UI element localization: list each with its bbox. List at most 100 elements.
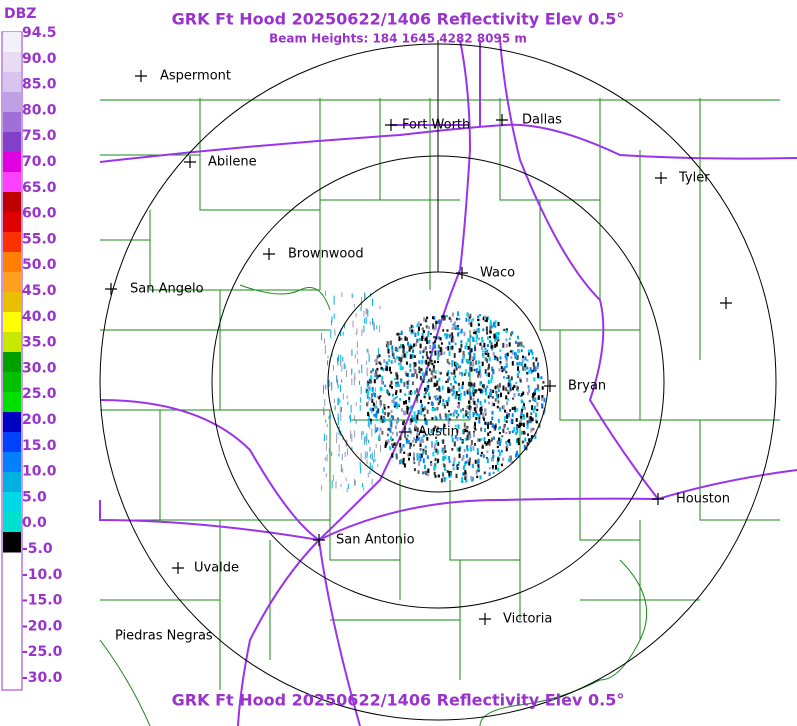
echo <box>409 343 412 348</box>
echo <box>424 420 427 425</box>
echo <box>466 312 469 317</box>
echo <box>427 392 430 397</box>
echo <box>434 443 437 448</box>
echo <box>509 460 512 463</box>
echo <box>429 357 432 362</box>
echo <box>431 442 434 448</box>
echo <box>407 341 409 346</box>
echo <box>379 395 382 398</box>
echo <box>531 369 534 373</box>
echo <box>466 429 469 433</box>
echo <box>496 397 499 400</box>
city-marker <box>456 267 468 279</box>
echo <box>495 335 498 340</box>
echo <box>400 330 403 335</box>
echo <box>469 348 472 353</box>
echo <box>402 443 405 448</box>
echo <box>491 346 494 351</box>
echo <box>437 360 439 363</box>
echo <box>443 423 446 428</box>
echo <box>505 446 508 452</box>
echo <box>330 382 332 387</box>
echo <box>409 354 412 359</box>
echo <box>373 449 375 458</box>
echo <box>457 402 460 405</box>
echo <box>356 341 358 348</box>
echo <box>371 408 373 414</box>
echo <box>328 379 330 388</box>
echo <box>476 413 479 416</box>
legend-swatch <box>3 412 21 433</box>
echo <box>400 343 402 349</box>
echo <box>406 380 409 385</box>
echo <box>436 388 439 391</box>
echo <box>418 338 421 342</box>
city-label: Uvalde <box>194 561 239 576</box>
echo <box>452 323 455 327</box>
echo <box>343 362 345 370</box>
echo <box>408 427 411 431</box>
legend-label: 30.0 <box>22 360 57 376</box>
echo <box>522 366 525 371</box>
echo <box>398 346 401 349</box>
echo <box>513 392 516 397</box>
echo <box>325 473 327 477</box>
echo <box>520 415 523 419</box>
echo <box>492 369 495 374</box>
echo <box>475 416 478 421</box>
echo <box>452 385 455 390</box>
echo <box>463 472 466 476</box>
echo <box>395 431 398 437</box>
echo <box>371 452 373 461</box>
legend-swatch <box>3 172 21 193</box>
echo <box>532 408 535 414</box>
echo <box>517 393 520 397</box>
echo <box>528 420 531 424</box>
echo <box>493 322 495 327</box>
echo <box>406 405 409 410</box>
county-lines <box>99 98 780 726</box>
echo <box>438 336 441 340</box>
echo <box>384 411 387 416</box>
echo <box>404 336 407 341</box>
echo <box>433 382 436 387</box>
echo <box>386 341 389 346</box>
echo <box>356 350 358 355</box>
echo <box>497 400 500 404</box>
echo <box>406 373 409 377</box>
echo <box>523 415 526 420</box>
echo <box>350 405 352 413</box>
legend-swatch <box>3 32 21 53</box>
echo <box>517 349 520 353</box>
echo <box>386 433 389 437</box>
echo <box>481 389 484 394</box>
city-label: Aspermont <box>160 69 231 84</box>
echo <box>464 462 467 466</box>
echo <box>468 461 471 466</box>
echo <box>384 384 387 388</box>
legend-label: 94.5 <box>22 25 57 41</box>
echo <box>448 334 451 339</box>
legend-label: 85.0 <box>22 77 57 93</box>
echo <box>377 348 379 356</box>
echo <box>433 336 436 339</box>
echo <box>406 351 409 354</box>
echo <box>473 382 476 387</box>
echo <box>426 436 429 441</box>
echo <box>359 380 360 385</box>
echo <box>447 419 450 422</box>
echo <box>387 427 390 431</box>
echo <box>470 382 473 386</box>
city-label: Austin <box>418 425 459 440</box>
echo <box>461 384 464 390</box>
echo <box>397 403 400 407</box>
echo <box>359 404 361 411</box>
echo <box>366 367 368 377</box>
echo <box>463 448 466 453</box>
echo <box>461 358 464 364</box>
echo <box>451 437 454 443</box>
echo <box>337 361 339 366</box>
echo <box>426 316 429 320</box>
city-marker <box>385 119 397 131</box>
